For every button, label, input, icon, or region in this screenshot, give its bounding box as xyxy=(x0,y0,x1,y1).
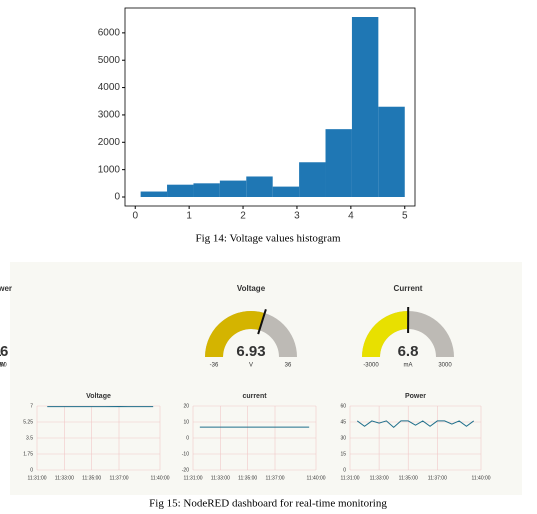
caption: Fig 14: Voltage values histogram xyxy=(195,233,340,245)
gauge-max: 36 xyxy=(285,363,292,369)
bar xyxy=(299,162,326,197)
x-tick-label: 11:35:00 xyxy=(82,475,101,481)
x-tick-label: 11:37:00 xyxy=(265,475,284,481)
x-tick-label: 4 xyxy=(348,211,354,222)
x-tick-label: 3 xyxy=(294,211,300,222)
y-tick-label: 3.5 xyxy=(26,435,33,441)
y-tick-label: 1.75 xyxy=(23,451,33,457)
gauge-fill xyxy=(205,311,265,357)
y-tick-label: 30 xyxy=(340,435,346,441)
chart-title: current xyxy=(242,393,267,400)
x-tick-label: 11:35:00 xyxy=(399,475,418,481)
gauge-unit: mW xyxy=(0,363,6,369)
gauge-unit: V xyxy=(249,363,253,369)
y-tick-label: 15 xyxy=(340,451,346,457)
dashboard-panel xyxy=(10,262,522,495)
y-tick-label: 3000 xyxy=(98,110,121,121)
x-tick-label: 11:37:00 xyxy=(109,475,128,481)
line xyxy=(356,420,475,428)
y-tick-label: 7 xyxy=(30,403,33,409)
gauge-min: -3000 xyxy=(363,363,379,369)
x-tick-label: 11:33:00 xyxy=(211,475,230,481)
bar xyxy=(246,176,273,197)
gauge-max: 3000 xyxy=(0,363,7,369)
gauge-unit: mA xyxy=(404,363,413,369)
y-tick-label: 20 xyxy=(183,403,189,409)
x-tick-label: 11:33:00 xyxy=(370,475,389,481)
y-tick-label: 0 xyxy=(343,467,346,473)
bar xyxy=(140,191,168,197)
y-tick-label: 4000 xyxy=(98,82,121,93)
x-tick-label: 11:33:00 xyxy=(55,475,74,481)
gauge-title: Current xyxy=(394,284,423,293)
x-tick-label: 2 xyxy=(240,211,246,222)
x-tick-label: 11:37:00 xyxy=(428,475,447,481)
y-tick-label: 5.25 xyxy=(23,419,33,425)
x-tick-label: 1 xyxy=(186,211,192,222)
chart-title: Power xyxy=(405,393,426,400)
bar xyxy=(378,106,405,197)
gauge-needle xyxy=(257,308,267,335)
y-tick-label: 45 xyxy=(340,419,346,425)
x-tick-label: 11:31:00 xyxy=(340,475,359,481)
bar xyxy=(325,129,352,197)
x-tick-label: 11:35:00 xyxy=(238,475,257,481)
x-tick-label: 11:40:00 xyxy=(471,475,490,481)
x-tick-label: 11:31:00 xyxy=(27,475,46,481)
gauge-title: Voltage xyxy=(237,284,266,293)
y-tick-label: 5000 xyxy=(98,55,121,66)
y-tick-label: 10 xyxy=(183,419,189,425)
chart-title: Voltage xyxy=(86,393,111,400)
bar xyxy=(219,180,247,197)
bar xyxy=(272,186,300,197)
gauge-min: -36 xyxy=(210,363,219,369)
gauge-value: 6.93 xyxy=(236,343,265,360)
y-tick-label: 0 xyxy=(186,435,189,441)
gauge-fill xyxy=(362,311,409,357)
gauge-title: Power xyxy=(0,284,12,293)
y-tick-label: 1000 xyxy=(98,164,121,175)
bar xyxy=(351,17,379,197)
gauge-value: 6.8 xyxy=(398,343,419,360)
y-tick-label: 60 xyxy=(340,403,346,409)
y-tick-label: 2000 xyxy=(98,137,121,148)
bar xyxy=(167,184,194,197)
y-tick-label: -20 xyxy=(182,467,189,473)
bar xyxy=(193,183,220,197)
gauge-max: 3000 xyxy=(438,363,452,369)
x-tick-label: 0 xyxy=(132,211,138,222)
y-tick-label: 0 xyxy=(114,192,120,203)
y-tick-label: 0 xyxy=(30,467,33,473)
y-tick-label: 6000 xyxy=(98,28,121,39)
caption: Fig 15: NodeRED dashboard for real-time … xyxy=(149,498,387,510)
x-tick-label: 11:31:00 xyxy=(183,475,202,481)
x-tick-label: 11:40:00 xyxy=(306,475,325,481)
x-tick-label: 5 xyxy=(402,211,408,222)
gauge-min: 0 xyxy=(0,363,2,369)
gauge-value: 46 xyxy=(0,343,8,360)
y-tick-label: -10 xyxy=(182,451,189,457)
x-tick-label: 11:40:00 xyxy=(150,475,169,481)
axes-frame xyxy=(124,7,416,207)
